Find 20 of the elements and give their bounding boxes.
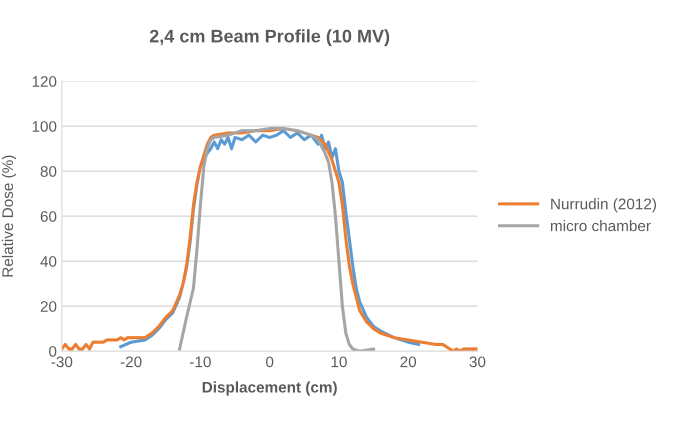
x-tick-label: 10 bbox=[332, 356, 347, 368]
y-tick-label: 0 bbox=[49, 346, 56, 357]
x-axis-title: Displacement (cm) bbox=[202, 381, 337, 396]
legend-label: Nurrudin (2012) bbox=[551, 198, 656, 212]
x-tick-label: -10 bbox=[190, 356, 211, 368]
line-series bbox=[178, 126, 376, 352]
y-axis-title: Relative Dose (%) bbox=[2, 156, 16, 277]
y-tick-label: 20 bbox=[40, 301, 56, 312]
y-tick-label: 100 bbox=[32, 121, 56, 132]
y-tick-label: 80 bbox=[40, 166, 56, 177]
x-tick-label: -30 bbox=[51, 356, 72, 368]
x-tick-label: 30 bbox=[470, 356, 486, 368]
y-tick-label: 40 bbox=[40, 256, 56, 267]
y-tick-label: 60 bbox=[40, 211, 56, 222]
x-tick-label: 20 bbox=[400, 356, 416, 368]
legend-label: micro chamber bbox=[550, 220, 651, 232]
x-tick-label: -20 bbox=[120, 356, 142, 368]
chart-title: 2,4 cm Beam Profile (10 MV) bbox=[150, 29, 390, 46]
y-tick-label: 120 bbox=[32, 76, 56, 87]
x-tick-label: 0 bbox=[266, 356, 274, 368]
